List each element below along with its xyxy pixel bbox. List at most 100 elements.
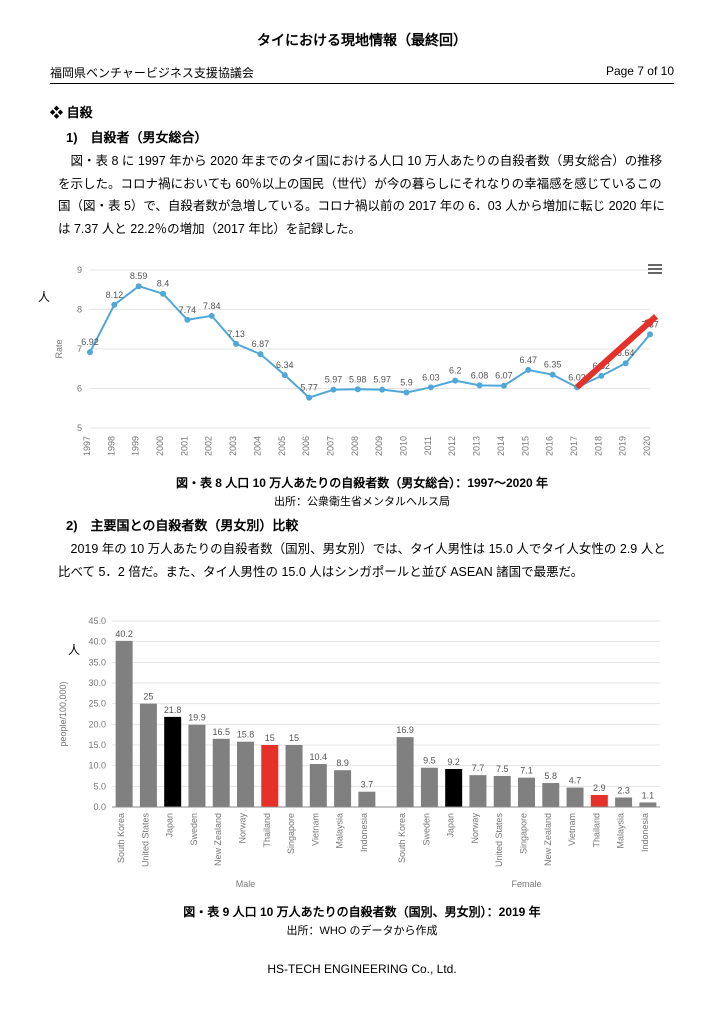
svg-text:South Korea: South Korea: [116, 813, 126, 863]
subsection-1-heading: 1) 自殺者（男女総合）: [66, 127, 674, 146]
page-header: 福岡県ベンチャービジネス支援協議会 Page 7 of 10: [50, 64, 674, 84]
svg-text:6.08: 6.08: [471, 370, 489, 380]
svg-text:Sweden: Sweden: [189, 813, 199, 846]
svg-text:2017: 2017: [569, 436, 579, 456]
svg-text:2003: 2003: [228, 436, 238, 456]
svg-text:2006: 2006: [301, 436, 311, 456]
bar-chart-container: 人 0.05.010.015.020.025.030.035.040.045.0…: [50, 607, 674, 938]
line-chart-container: 人 56789Rate6.928.128.598.47.747.847.136.…: [50, 258, 674, 509]
svg-text:2002: 2002: [204, 436, 214, 456]
svg-text:25.0: 25.0: [88, 699, 106, 709]
svg-text:35.0: 35.0: [88, 657, 106, 667]
svg-text:1998: 1998: [106, 436, 116, 456]
svg-text:2005: 2005: [277, 436, 287, 456]
line-chart-caption: 図・表 8 人口 10 万人あたりの自殺者数（男女総合）：1997～2020 年: [50, 474, 674, 491]
page-footer: HS-TECH ENGINEERING Co., Ltd.: [50, 962, 674, 976]
svg-text:5.97: 5.97: [373, 375, 391, 385]
svg-text:25: 25: [143, 692, 153, 702]
svg-text:6.34: 6.34: [276, 360, 294, 370]
svg-text:15: 15: [265, 733, 275, 743]
svg-text:Vietnam: Vietnam: [310, 813, 320, 846]
svg-text:40.0: 40.0: [88, 637, 106, 647]
svg-text:Rate: Rate: [54, 339, 64, 358]
svg-text:6.47: 6.47: [519, 355, 537, 365]
svg-text:7.13: 7.13: [227, 329, 245, 339]
chart-menu-icon[interactable]: [648, 262, 662, 276]
svg-text:6.2: 6.2: [449, 366, 462, 376]
svg-text:Singapore: Singapore: [519, 813, 529, 854]
line-chart-source: 出所：公衆衛生省メンタルヘルス局: [50, 493, 674, 509]
svg-text:2008: 2008: [350, 436, 360, 456]
svg-text:5.97: 5.97: [325, 375, 343, 385]
svg-text:8.9: 8.9: [336, 758, 349, 768]
svg-text:Norway: Norway: [238, 813, 248, 844]
svg-text:2.9: 2.9: [593, 783, 606, 793]
svg-text:8: 8: [77, 305, 82, 315]
svg-text:Malaysia: Malaysia: [616, 813, 626, 849]
paragraph-1: 図・表 8 に 1997 年から 2020 年までのタイ国における人口 10 万…: [58, 150, 666, 240]
svg-text:6.92: 6.92: [81, 337, 99, 347]
svg-text:Vietnam: Vietnam: [567, 813, 577, 846]
svg-text:2.3: 2.3: [617, 785, 630, 795]
svg-text:9.2: 9.2: [447, 757, 460, 767]
svg-text:Norway: Norway: [470, 813, 480, 844]
header-left: 福岡県ベンチャービジネス支援協議会: [50, 64, 254, 81]
svg-text:Thailand: Thailand: [591, 813, 601, 848]
svg-text:10.4: 10.4: [310, 752, 328, 762]
svg-text:5.77: 5.77: [300, 383, 318, 393]
svg-text:8.59: 8.59: [130, 271, 148, 281]
svg-text:2020: 2020: [642, 436, 652, 456]
svg-text:20.0: 20.0: [88, 719, 106, 729]
svg-text:9: 9: [77, 265, 82, 275]
svg-text:1.1: 1.1: [642, 790, 655, 800]
paragraph-2: 2019 年の 10 万人あたりの自殺者数（国別、男女別）では、タイ人男性は 1…: [58, 538, 666, 583]
svg-text:16.9: 16.9: [396, 725, 414, 735]
svg-text:New Zealand: New Zealand: [543, 813, 553, 866]
svg-text:2010: 2010: [399, 436, 409, 456]
bar-chart-caption: 図・表 9 人口 10 万人あたりの自殺者数（国別、男女別）：2019 年: [50, 903, 674, 920]
svg-text:2015: 2015: [520, 436, 530, 456]
page-title: タイにおける現地情報（最終回）: [50, 30, 674, 50]
svg-text:2013: 2013: [472, 436, 482, 456]
svg-text:Thailand: Thailand: [262, 813, 272, 848]
svg-text:2007: 2007: [325, 436, 335, 456]
svg-text:6: 6: [77, 384, 82, 394]
svg-text:people/100,000): people/100,000): [58, 681, 68, 746]
svg-text:5.9: 5.9: [400, 377, 413, 387]
svg-text:1999: 1999: [131, 436, 141, 456]
svg-text:5: 5: [77, 423, 82, 433]
svg-text:15.0: 15.0: [88, 740, 106, 750]
svg-text:16.5: 16.5: [212, 727, 230, 737]
svg-text:0.0: 0.0: [93, 802, 106, 812]
svg-text:15.8: 15.8: [237, 730, 255, 740]
svg-text:6.07: 6.07: [495, 371, 513, 381]
svg-text:2009: 2009: [374, 436, 384, 456]
svg-text:7.74: 7.74: [179, 305, 197, 315]
svg-text:6.03: 6.03: [422, 372, 440, 382]
svg-text:2016: 2016: [545, 436, 555, 456]
svg-text:40.2: 40.2: [115, 629, 133, 639]
svg-text:2014: 2014: [496, 436, 506, 456]
bar-chart-source: 出所：WHO のデータから作成: [50, 922, 674, 938]
section-heading: ❖ 自殺: [50, 102, 674, 121]
svg-text:Singapore: Singapore: [286, 813, 296, 854]
svg-text:30.0: 30.0: [88, 678, 106, 688]
svg-text:2018: 2018: [593, 436, 603, 456]
line-chart: 56789Rate6.928.128.598.47.747.847.136.87…: [50, 258, 670, 468]
svg-text:21.8: 21.8: [164, 705, 182, 715]
svg-text:Female: Female: [511, 879, 541, 889]
svg-text:Japan: Japan: [446, 813, 456, 838]
svg-text:19.9: 19.9: [188, 713, 206, 723]
svg-text:2012: 2012: [447, 436, 457, 456]
svg-text:4.7: 4.7: [569, 776, 582, 786]
svg-text:Indonesia: Indonesia: [359, 813, 369, 852]
svg-text:5.0: 5.0: [93, 781, 106, 791]
svg-text:10.0: 10.0: [88, 761, 106, 771]
svg-text:7.7: 7.7: [472, 763, 485, 773]
svg-text:New Zealand: New Zealand: [213, 813, 223, 866]
svg-text:2019: 2019: [618, 436, 628, 456]
svg-text:6.87: 6.87: [252, 339, 270, 349]
svg-text:6.35: 6.35: [544, 360, 562, 370]
svg-text:8.12: 8.12: [106, 290, 124, 300]
svg-text:1997: 1997: [82, 436, 92, 456]
